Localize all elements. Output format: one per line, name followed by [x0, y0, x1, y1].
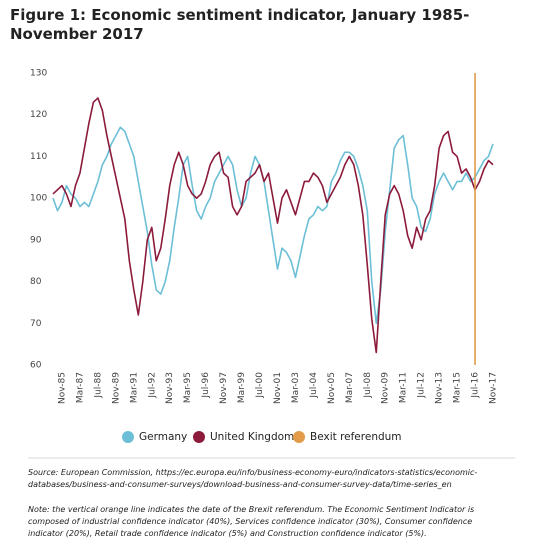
- line-series: [52, 97, 494, 354]
- legend-marker: [122, 431, 134, 443]
- y-tick-label: 110: [30, 152, 47, 162]
- legend-marker: [193, 431, 205, 443]
- chart-title: Figure 1: Economic sentiment indicator, …: [10, 6, 470, 43]
- x-tick-label: Mar-15: [453, 372, 463, 403]
- legend-text: United Kingdom: [210, 431, 294, 443]
- x-tick-label: Mar-11: [399, 372, 409, 403]
- line-series: [52, 126, 494, 325]
- y-tick-label: 100: [30, 194, 47, 204]
- x-tick-label: Nov-01: [273, 372, 283, 404]
- x-tick-label: Mar-91: [129, 372, 139, 403]
- y-tick-label: 70: [30, 319, 42, 329]
- legend-text: Bexit referendum: [310, 431, 402, 443]
- x-tick-label: Jul-88: [93, 372, 103, 399]
- source: Source: European Commission, https://ec.…: [28, 467, 508, 491]
- x-tick-label: Nov-85: [57, 372, 67, 404]
- source-link[interactable]: https://ec.europa.eu/info/business-econo…: [28, 468, 478, 489]
- x-tick-label: Mar-87: [75, 372, 85, 403]
- x-tick-label: Jul-96: [201, 372, 211, 399]
- x-tick-label: Jul-08: [363, 372, 373, 399]
- x-tick-label: Mar-95: [183, 372, 193, 403]
- x-tick-label: Jul-16: [471, 372, 481, 399]
- y-tick-label: 90: [30, 235, 42, 245]
- x-tick-label: Mar-07: [345, 372, 355, 403]
- x-tick-label: Mar-99: [237, 372, 247, 403]
- y-tick-label: 60: [30, 361, 42, 371]
- x-tick-label: Nov-93: [165, 372, 175, 404]
- legend-marker: [293, 431, 305, 443]
- x-tick-label: Jul-04: [309, 372, 319, 399]
- y-tick-label: 130: [30, 69, 47, 79]
- x-tick-label: Nov-05: [327, 372, 337, 404]
- x-tick-label: Nov-17: [489, 372, 499, 404]
- x-tick-label: Jul-00: [255, 372, 265, 399]
- y-tick-label: 120: [30, 110, 47, 120]
- legend-text: Germany: [139, 431, 187, 443]
- x-tick-label: Nov-13: [435, 372, 445, 404]
- x-tick-label: Nov-89: [111, 372, 121, 404]
- x-tick-label: Jul-12: [417, 372, 427, 399]
- x-tick-label: Jul-92: [147, 372, 157, 399]
- x-tick-label: Nov-09: [381, 372, 391, 404]
- source-text: Source: European Commission,: [28, 468, 154, 477]
- y-tick-label: 80: [30, 277, 42, 287]
- x-tick-label: Nov-97: [219, 372, 229, 404]
- x-tick-label: Mar-03: [291, 372, 301, 403]
- note: Note: the vertical orange line indicates…: [28, 505, 475, 538]
